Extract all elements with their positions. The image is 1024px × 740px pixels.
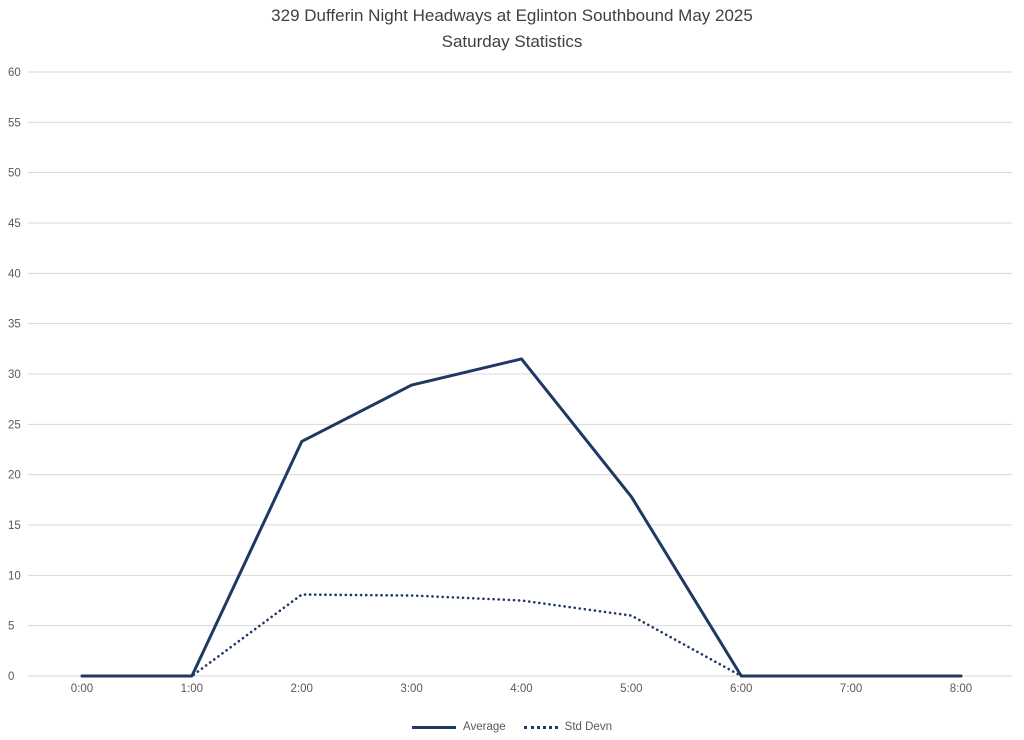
y-axis-tick-label: 35 [8, 319, 21, 331]
chart-title: 329 Dufferin Night Headways at Eglinton … [271, 6, 753, 25]
x-axis-tick-label: 5:00 [620, 683, 642, 695]
y-axis-tick-label: 20 [8, 470, 21, 482]
y-axis-tick-label: 45 [8, 218, 21, 230]
y-axis-tick-label: 30 [8, 369, 21, 381]
legend-item-average: Average [412, 721, 506, 733]
legend-label-average: Average [463, 721, 506, 733]
line-chart-plot-area: 0 5 10 15 20 25 30 35 40 45 50 55 60 0:00 1:00 2:00 3:00… [8, 67, 1012, 695]
series-line-std-devn [80, 593, 963, 678]
chart-legend: Average Std Devn [0, 721, 1024, 733]
y-axis-tick-label: 0 [8, 671, 14, 683]
y-axis-tick-label: 10 [8, 570, 21, 582]
y-axis-tick-label: 60 [8, 67, 21, 79]
x-axis-tick-label: 0:00 [71, 683, 93, 695]
x-axis-tick-label: 7:00 [840, 683, 862, 695]
legend-label-std-devn: Std Devn [564, 721, 612, 733]
x-axis-tick-label: 4:00 [510, 683, 532, 695]
y-axis-tick-label: 40 [8, 268, 21, 280]
x-axis-tick-label: 2:00 [291, 683, 313, 695]
std-devn-dotted-line-swatch [523, 725, 558, 729]
x-axis-tick-label: 8:00 [950, 683, 972, 695]
y-axis-tick-label: 50 [8, 168, 21, 180]
x-axis-tick-label: 6:00 [730, 683, 752, 695]
y-axis-tick-label: 15 [8, 520, 21, 532]
y-axis-tick-label: 5 [8, 621, 14, 633]
chart-subtitle: Saturday Statistics [441, 32, 583, 51]
x-axis-tick-label: 1:00 [181, 683, 203, 695]
average-solid-line-swatch [412, 725, 457, 729]
series-line-average [80, 357, 963, 678]
x-axis-tick-label: 3:00 [400, 683, 422, 695]
legend-item-std-devn: Std Devn [523, 721, 612, 733]
y-axis-tick-label: 25 [8, 419, 21, 431]
chart-title-block: 329 Dufferin Night Headways at Eglinton … [0, 3, 1024, 55]
y-axis-tick-label: 55 [8, 117, 21, 129]
